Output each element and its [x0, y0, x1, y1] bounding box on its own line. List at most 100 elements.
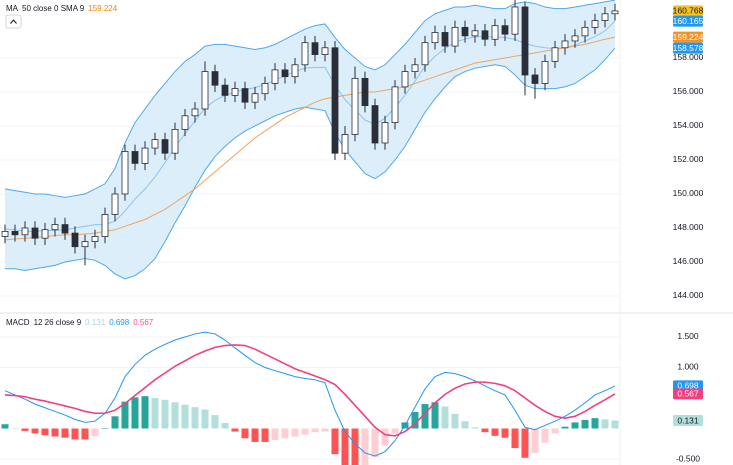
candle-body [151, 139, 159, 149]
candle-body [521, 6, 529, 76]
candle-body [321, 47, 329, 55]
legend-value: 159.224 [88, 4, 117, 13]
candle-body [591, 20, 599, 28]
candle-body [201, 71, 209, 110]
candle-body [1, 230, 9, 237]
price-tag [673, 415, 703, 427]
candle-body [301, 42, 309, 66]
candle-body [501, 25, 509, 35]
histogram-bar [351, 428, 359, 465]
candle-body [441, 32, 449, 47]
histogram-bar [541, 428, 549, 443]
candle-body [71, 232, 79, 248]
chevron-icon [10, 19, 17, 24]
histogram-bar [491, 428, 499, 436]
histogram-bar [551, 428, 559, 434]
histogram-bar [191, 407, 199, 429]
candle-body [601, 13, 609, 21]
candle-body [551, 47, 559, 62]
histogram-bar [101, 428, 109, 430]
legend-params: 12 26 close 9 [34, 318, 82, 327]
y-tick-label: -0.500 [676, 453, 700, 463]
candle-body [121, 151, 129, 195]
histogram-bar [301, 428, 309, 435]
candle-body [261, 83, 269, 95]
indicator-line [4, 331, 616, 457]
histogram-bar [61, 428, 69, 438]
histogram-bar [11, 427, 19, 429]
indicator-line [5, 47, 616, 280]
candle-body [571, 35, 579, 42]
histogram-bar [471, 427, 479, 429]
y-tick-label: 152.000 [673, 154, 704, 164]
histogram-bar [431, 402, 439, 429]
candle-body [81, 241, 89, 248]
histogram-bar [161, 399, 169, 429]
candle-body [231, 88, 239, 96]
histogram-bar [21, 428, 29, 431]
legend-name: MACD [6, 318, 30, 327]
histogram-bar [461, 421, 469, 429]
candle-body [161, 139, 169, 154]
histogram-bar [141, 396, 149, 429]
legend-value: 0.131 [85, 318, 106, 327]
price-tag-label: 160.165 [673, 16, 704, 26]
histogram-bar [591, 418, 599, 429]
histogram-bar [131, 397, 139, 429]
candle-body [391, 86, 399, 123]
candle-body [371, 105, 379, 144]
histogram-bar [311, 428, 319, 433]
y-tick-label: 150.000 [673, 188, 704, 198]
candle-body [131, 151, 139, 164]
histogram-bar [91, 428, 99, 437]
candle-body [141, 147, 149, 164]
candle-body [491, 25, 499, 40]
histogram-bar [381, 428, 389, 446]
legend-value: 0.567 [133, 318, 154, 327]
candle-body [51, 224, 59, 231]
histogram-bar [151, 398, 159, 429]
candle-body [11, 230, 19, 236]
candle-body [411, 64, 419, 72]
histogram-bar [171, 402, 179, 429]
histogram-bar [531, 428, 539, 453]
histogram-bar [371, 428, 379, 458]
legend: MA 50 close 0 SMA 9 159.224 [6, 4, 118, 13]
candle-body [101, 213, 109, 237]
candle-body [181, 115, 189, 130]
histogram-bar [571, 422, 579, 429]
histogram-bar [281, 428, 289, 439]
histogram-bar [271, 428, 279, 441]
candle-body [381, 122, 389, 144]
candle-body [91, 236, 99, 242]
histogram-bar [71, 428, 79, 440]
plot-layer: 144.000 146.000 148.000 150.000 152.000 154.0… [0, 0, 704, 465]
histogram-bar [581, 419, 589, 429]
histogram-bar [611, 420, 619, 429]
histogram-bar [361, 428, 369, 465]
candle-body [111, 193, 119, 215]
candle-body [421, 42, 429, 66]
candle-body [431, 32, 439, 44]
candle-body [611, 10, 619, 15]
collapse-button[interactable] [5, 14, 22, 29]
candle-body [271, 69, 279, 84]
histogram-bar [391, 428, 399, 434]
candle-body [531, 74, 539, 84]
histogram-bar [451, 413, 459, 429]
candle-body [221, 84, 229, 96]
histogram-bar [291, 428, 299, 437]
histogram-bar [411, 412, 419, 429]
histogram-bar [111, 416, 119, 429]
y-tick-label: 154.000 [673, 120, 704, 130]
button-frame[interactable] [5, 14, 22, 29]
histogram-bar [601, 419, 609, 429]
price-tag-label: 0.131 [677, 415, 699, 425]
histogram-bar [481, 428, 489, 433]
histogram-bar [521, 428, 529, 458]
candle-body [171, 128, 179, 154]
price-tag [673, 388, 703, 400]
y-tick-label: 156.000 [673, 86, 704, 96]
histogram-bar [181, 404, 189, 429]
candle-body [401, 71, 409, 88]
